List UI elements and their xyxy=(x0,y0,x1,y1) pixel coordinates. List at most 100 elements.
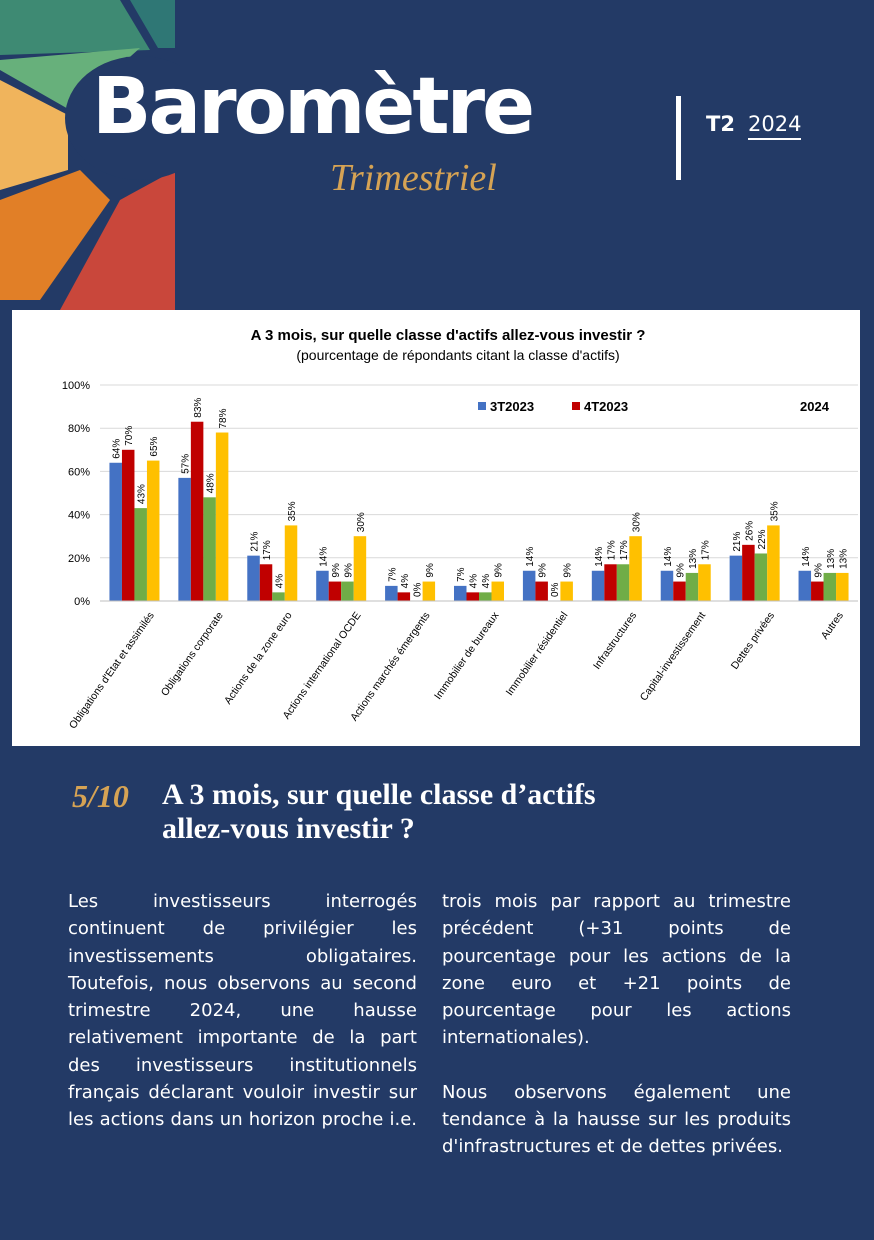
value-label: 14% xyxy=(801,547,812,567)
value-label: 0% xyxy=(550,582,561,597)
body-text: Les investisseurs interrogés continuent … xyxy=(68,888,791,1161)
bar xyxy=(479,592,492,601)
divider xyxy=(676,96,681,180)
value-label: 7% xyxy=(387,567,398,582)
value-label: 65% xyxy=(149,436,160,456)
bar xyxy=(353,536,367,601)
bar xyxy=(215,432,229,601)
bar xyxy=(811,581,824,601)
y-tick-label: 20% xyxy=(68,553,90,565)
section-heading: A 3 mois, sur quelle classe d’actifs all… xyxy=(162,778,596,845)
bar xyxy=(767,525,780,601)
bar xyxy=(109,462,122,601)
value-label: 35% xyxy=(769,501,780,521)
chart-title: A 3 mois, sur quelle classe d'actifs all… xyxy=(251,327,646,344)
value-label: 14% xyxy=(525,547,536,567)
bar xyxy=(535,581,548,601)
legend-swatch xyxy=(572,402,580,410)
bar xyxy=(698,564,711,601)
value-label: 4% xyxy=(469,574,480,589)
x-tick-label: Capital-investissement xyxy=(638,610,708,703)
y-tick-label: 100% xyxy=(62,380,90,392)
bar xyxy=(121,449,135,601)
legend-label: 3T2023 xyxy=(490,399,534,414)
bar xyxy=(259,564,273,601)
value-label: 83% xyxy=(193,398,204,418)
bar xyxy=(560,581,573,601)
value-label: 9% xyxy=(494,563,505,578)
y-tick-label: 80% xyxy=(68,423,90,435)
value-label: 17% xyxy=(607,540,618,560)
value-label: 9% xyxy=(813,563,824,578)
bar xyxy=(491,581,504,601)
value-label: 4% xyxy=(400,574,411,589)
bar xyxy=(316,570,329,601)
bar xyxy=(178,477,191,601)
value-label: 21% xyxy=(250,532,261,552)
bar xyxy=(522,570,536,601)
value-label: 17% xyxy=(700,540,711,560)
x-tick-label: Actions de la zone euro xyxy=(222,610,295,707)
value-label: 78% xyxy=(218,408,229,428)
value-label: 70% xyxy=(124,426,135,446)
value-label: 9% xyxy=(331,563,342,578)
bar xyxy=(272,592,285,601)
value-label: 9% xyxy=(538,563,549,578)
quarter: T2 xyxy=(706,112,735,136)
x-tick-label: Obligations d'Etat et assimilés xyxy=(67,610,157,731)
section-number: 5/10 xyxy=(72,778,129,814)
value-label: 9% xyxy=(425,563,436,578)
value-label: 14% xyxy=(663,547,674,567)
value-label: 4% xyxy=(481,574,492,589)
bar xyxy=(798,570,812,601)
value-label: 4% xyxy=(275,574,286,589)
y-tick-label: 0% xyxy=(74,596,90,608)
value-label: 14% xyxy=(594,547,605,567)
bar xyxy=(754,553,768,601)
bar xyxy=(385,585,398,601)
x-tick-label: Immobilier de bureaux xyxy=(432,609,502,702)
legend-label: 2024 xyxy=(800,399,830,414)
bar xyxy=(341,581,354,601)
legend-box xyxy=(465,392,650,426)
bar xyxy=(422,581,436,601)
bar xyxy=(466,592,479,601)
bar xyxy=(604,564,617,601)
value-label: 43% xyxy=(137,484,148,504)
logo-subtitle: Trimestriel xyxy=(330,157,497,199)
bar xyxy=(190,421,204,601)
year: 2024 xyxy=(748,112,802,140)
bar xyxy=(454,585,467,601)
value-label: 30% xyxy=(632,512,643,532)
legend-swatch xyxy=(478,402,486,410)
value-label: 48% xyxy=(206,473,217,493)
bar xyxy=(823,572,837,601)
bar xyxy=(836,572,849,601)
value-label: 30% xyxy=(356,512,367,532)
bar xyxy=(660,570,674,601)
bar xyxy=(673,581,686,601)
value-label: 13% xyxy=(826,549,837,569)
x-tick-label: Infrastructures xyxy=(591,610,639,672)
value-label: 17% xyxy=(262,540,273,560)
bar xyxy=(729,555,743,601)
value-label: 9% xyxy=(675,563,686,578)
value-label: 7% xyxy=(456,567,467,582)
bar xyxy=(328,581,342,601)
value-label: 57% xyxy=(181,454,192,474)
legend-label: 4T2023 xyxy=(584,399,628,414)
value-label: 13% xyxy=(688,549,699,569)
value-label: 35% xyxy=(287,501,298,521)
value-label: 22% xyxy=(757,529,768,549)
x-tick-label: Autres xyxy=(819,610,846,642)
decoration xyxy=(0,0,180,310)
value-label: 64% xyxy=(112,439,123,459)
logo-title: Baromètre xyxy=(92,62,535,152)
value-label: 17% xyxy=(619,540,630,560)
value-label: 14% xyxy=(318,547,329,567)
paragraph: Nous observons également une tendance à … xyxy=(442,1081,791,1158)
chart: A 3 mois, sur quelle classe d'actifs all… xyxy=(12,310,860,746)
bar xyxy=(284,525,298,601)
value-label: 26% xyxy=(744,521,755,541)
